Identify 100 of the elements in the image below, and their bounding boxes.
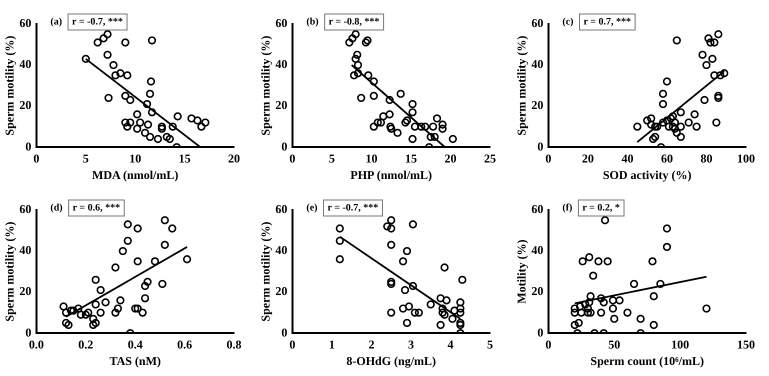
point	[111, 308, 120, 317]
point	[700, 96, 709, 104]
point	[714, 92, 722, 100]
point	[146, 77, 156, 86]
point	[410, 308, 420, 317]
point	[600, 298, 608, 306]
point	[393, 128, 402, 137]
x-axis-title: Sperm count (10⁶/mL)	[590, 354, 704, 368]
chart-title: (b)	[306, 16, 319, 28]
chart-title: (e)	[306, 202, 318, 214]
point	[623, 308, 632, 317]
x-axis-title: SOD activity (%)	[602, 168, 692, 182]
y-tick-label: 20	[19, 98, 32, 112]
point	[386, 122, 395, 131]
point	[448, 134, 457, 144]
point	[710, 71, 718, 80]
x-tick-label: 20	[444, 151, 456, 166]
point	[370, 122, 378, 131]
point	[111, 263, 120, 272]
point	[124, 220, 132, 228]
point	[594, 257, 603, 266]
point	[658, 100, 668, 108]
point	[123, 122, 132, 131]
point	[379, 112, 388, 120]
point	[374, 118, 382, 127]
point	[352, 54, 360, 64]
y-tick-label: 20	[19, 284, 32, 298]
point	[456, 304, 464, 313]
point	[692, 122, 701, 131]
point	[448, 314, 457, 323]
y-tick-label: 0	[25, 325, 32, 340]
point	[187, 114, 196, 123]
y-tick-label: 0	[281, 139, 288, 154]
point	[414, 308, 423, 317]
x-tick-label: 25	[484, 151, 496, 166]
x-axis-title: 8-OHdG (ng/mL)	[346, 354, 436, 368]
point	[387, 216, 396, 224]
point	[89, 314, 98, 323]
point	[64, 320, 73, 330]
point	[197, 122, 206, 131]
x-tick-label: 5	[487, 337, 493, 352]
point	[354, 60, 362, 70]
x-tick-label: 50	[608, 337, 620, 352]
point	[142, 100, 152, 108]
point	[76, 310, 85, 319]
point	[404, 302, 414, 311]
point	[440, 310, 449, 319]
y-tick-label: 0	[537, 325, 544, 340]
point	[140, 294, 150, 302]
x-tick-label: 150	[737, 337, 755, 352]
point	[408, 108, 417, 116]
point	[589, 272, 598, 280]
y-tick-label: 40	[531, 243, 544, 258]
point	[428, 122, 438, 131]
x-tick-label: 0.0	[28, 337, 44, 352]
point	[69, 306, 78, 315]
point	[438, 308, 447, 317]
point	[168, 122, 177, 131]
x-tick-label: 4	[447, 337, 454, 352]
point	[712, 118, 720, 127]
point	[116, 296, 124, 304]
point	[352, 30, 360, 38]
point	[400, 286, 410, 294]
point	[92, 300, 100, 309]
x-tick-label: 15	[178, 151, 191, 166]
point	[596, 294, 606, 302]
y-tick-label: 20	[275, 98, 288, 112]
x-tick-label: 0.6	[177, 337, 192, 352]
point	[96, 286, 105, 294]
point	[662, 224, 672, 233]
point	[408, 220, 418, 228]
point	[350, 71, 358, 80]
point	[62, 308, 70, 317]
y-tick-label: 60	[531, 202, 544, 216]
point	[92, 276, 100, 284]
point	[426, 132, 435, 142]
point	[676, 108, 685, 116]
point	[62, 318, 70, 328]
point	[408, 282, 418, 290]
point	[126, 96, 134, 104]
point	[668, 122, 677, 131]
point	[336, 224, 344, 233]
y-axis-title: Sperm motility (%)	[2, 222, 16, 322]
point	[600, 216, 610, 224]
annotation: r = 0.6, ***	[72, 202, 120, 214]
point	[584, 308, 592, 317]
point	[656, 280, 664, 288]
point	[101, 298, 110, 306]
y-tick-label: 0	[537, 139, 544, 154]
point	[704, 34, 713, 42]
point	[708, 54, 717, 64]
point	[174, 112, 182, 120]
y-tick-label: 60	[19, 16, 32, 30]
point	[456, 320, 464, 330]
point	[354, 69, 362, 78]
point	[684, 118, 693, 127]
x-tick-label: 20	[228, 151, 240, 166]
point	[585, 298, 594, 306]
point	[148, 36, 156, 45]
x-axis-title: TAS (nM)	[109, 354, 161, 368]
